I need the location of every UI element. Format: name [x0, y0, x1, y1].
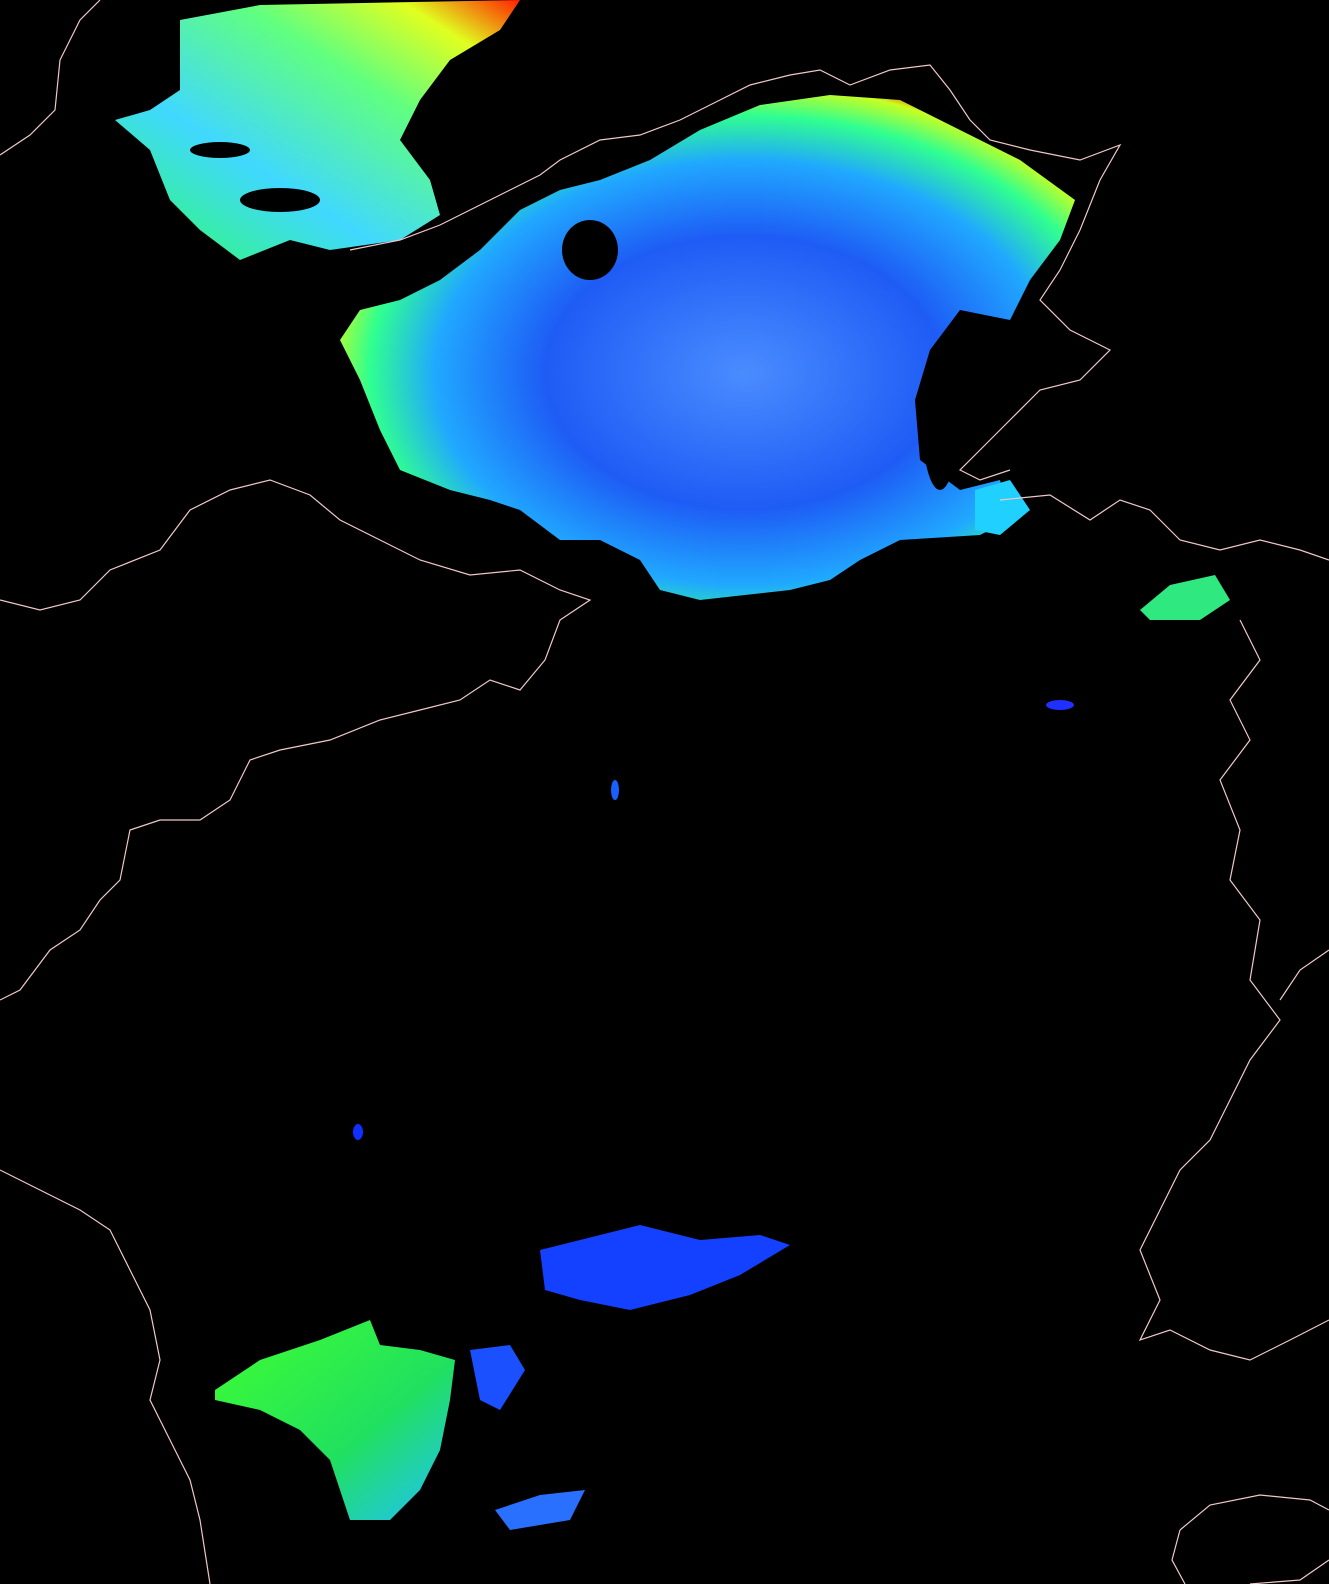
chlorophyll-patch-bohai [340, 95, 1075, 600]
chlorophyll-patch-east [1140, 575, 1230, 620]
small-blue-speck [611, 780, 619, 800]
land-gap [190, 142, 250, 158]
chlorophyll-patch-south-blue-2 [470, 1345, 525, 1410]
chlorophyll-patch-northwest [115, 0, 520, 260]
land-gap [922, 350, 958, 490]
chlorophyll-patch-east-cyan [975, 480, 1030, 535]
chlorophyll-patch-south-green [215, 1320, 455, 1520]
small-blue-speck [1046, 700, 1074, 710]
land-gap [240, 188, 320, 212]
chlorophyll-patch-south-blue-3 [495, 1490, 585, 1530]
land-gap [562, 220, 618, 280]
small-blue-speck [353, 1124, 363, 1140]
chlorophyll-patch-south-blue [540, 1225, 790, 1310]
